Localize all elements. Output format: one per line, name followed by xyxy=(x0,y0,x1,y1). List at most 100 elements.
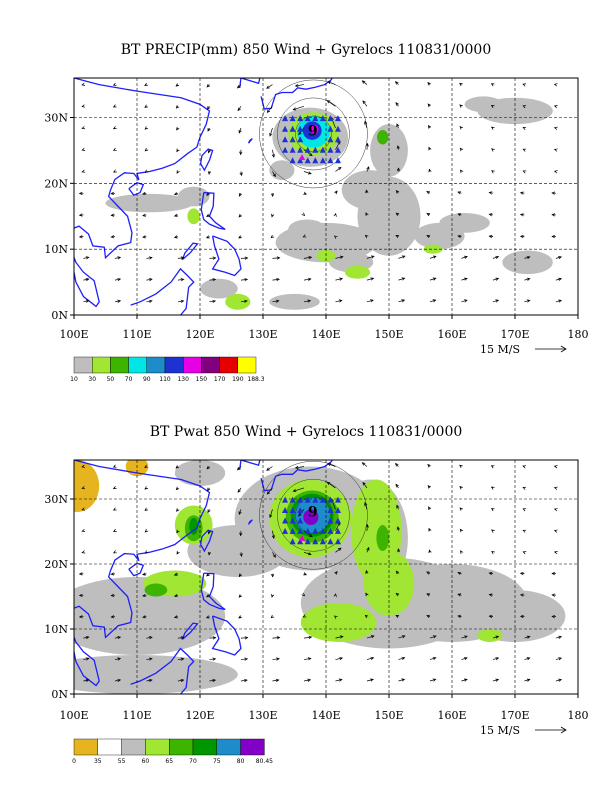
field-contour xyxy=(225,294,250,310)
wind-vector-head xyxy=(114,529,117,531)
coastline xyxy=(240,78,260,88)
y-tick-label: 20N xyxy=(44,177,68,190)
wind-vector-head xyxy=(492,171,495,174)
colorbar-label: 70 xyxy=(189,758,197,765)
x-tick-label: 170E xyxy=(500,328,529,341)
colorbar-swatch xyxy=(169,739,193,755)
x-tick-label: 100E xyxy=(59,709,88,722)
wind-vector-head xyxy=(555,127,558,130)
wind-vector-head xyxy=(271,235,274,238)
wind-vector-head xyxy=(145,148,148,151)
colorbar-label: 130 xyxy=(177,376,189,383)
x-tick-label: 120E xyxy=(185,328,214,341)
wind-vector-head xyxy=(555,508,558,511)
wind-vector-head xyxy=(523,487,526,489)
coastline xyxy=(249,139,253,144)
wind-vector xyxy=(327,101,335,107)
x-tick-label: 150E xyxy=(374,328,403,341)
field-contour xyxy=(288,220,326,240)
wind-vector-head xyxy=(523,149,526,151)
wind-vector-head xyxy=(460,551,463,554)
wind-vector-head xyxy=(114,508,117,510)
coastline xyxy=(240,460,260,470)
field-contour xyxy=(477,629,502,642)
y-tick-label: 10N xyxy=(44,243,68,256)
x-tick-label: 140E xyxy=(311,328,340,341)
colorbar-label: 170 xyxy=(214,376,226,383)
wind-vector-head xyxy=(523,552,526,554)
wind-vector-head xyxy=(114,105,117,107)
wind-vector-head xyxy=(114,170,117,172)
wind-vector-head xyxy=(303,192,306,194)
wind-vector-head xyxy=(555,530,558,533)
colorbar-label: 0 xyxy=(72,758,76,765)
y-tick-label: 0N xyxy=(51,309,68,322)
wind-vector-head xyxy=(302,213,305,216)
vector-reference-label: 15 M/S xyxy=(480,724,520,737)
colorbar-swatch xyxy=(74,357,92,373)
coastline xyxy=(129,563,143,575)
wind-vector-head xyxy=(82,105,85,108)
x-tick-label: 180 xyxy=(568,709,589,722)
field-contour xyxy=(439,213,489,233)
x-tick-label: 140E xyxy=(311,709,340,722)
coastline xyxy=(213,236,241,276)
wind-vector-head xyxy=(82,170,85,172)
colorbar-swatch xyxy=(183,357,201,373)
vector-reference-label: 15 M/S xyxy=(480,343,520,356)
wind-vector-head xyxy=(82,529,85,531)
colorbar-swatch xyxy=(122,739,146,755)
x-tick-label: 160E xyxy=(437,709,466,722)
wind-vector-head xyxy=(145,508,148,511)
wind-vector-head xyxy=(145,105,148,108)
wind-vector-head xyxy=(555,105,558,108)
wind-vector-head xyxy=(523,530,526,532)
colorbar-label: 90 xyxy=(143,376,151,383)
wind-vector-head xyxy=(177,551,179,554)
field-contour xyxy=(380,210,412,250)
coastline xyxy=(129,183,143,196)
map-area: 9 xyxy=(70,78,578,318)
wind-vector-head xyxy=(114,486,117,488)
colorbar-label: 190 xyxy=(232,376,244,383)
wind-vector-head xyxy=(492,149,495,152)
wind-vector-head xyxy=(555,171,558,174)
colorbar-label: 50 xyxy=(107,376,115,383)
field-contour xyxy=(301,603,377,642)
colorbar-label: 70 xyxy=(125,376,133,383)
wind-vector-head xyxy=(145,486,148,489)
wind-vector-head xyxy=(82,551,85,553)
wind-vector-head xyxy=(491,84,494,86)
colorbar-swatch xyxy=(165,357,183,373)
colorbar-swatch xyxy=(238,357,256,373)
colorbar-swatch xyxy=(193,739,217,755)
wind-vector-head xyxy=(82,126,85,128)
wind-vector-head xyxy=(114,551,117,553)
panel-2: BT Pwat 850 Wind + Gyrelocs 110831/0000 9… xyxy=(36,424,588,765)
wind-vector-head xyxy=(523,466,526,468)
wind-vector-head xyxy=(460,529,463,532)
wind-vector-head xyxy=(491,466,494,468)
wind-vector-head xyxy=(114,465,117,467)
panel-1: BT PRECIP(mm) 850 Wind + Gyrelocs 110831… xyxy=(44,42,588,383)
storm-symbol: 9 xyxy=(308,505,318,521)
x-tick-label: 100E xyxy=(59,328,88,341)
colorbar-swatch xyxy=(98,739,122,755)
x-tick-label: 110E xyxy=(122,328,151,341)
field-contour xyxy=(377,130,388,144)
wind-vector-head xyxy=(82,83,85,86)
colorbar-swatch xyxy=(201,357,219,373)
y-tick-label: 30N xyxy=(44,112,68,125)
x-tick-label: 130E xyxy=(248,709,277,722)
wind-vector-head xyxy=(303,572,306,574)
wind-vector-head xyxy=(523,127,526,129)
wind-vector-head xyxy=(145,529,148,532)
field-contour xyxy=(502,250,552,274)
wind-vector-head xyxy=(114,148,117,150)
panel-title: BT PRECIP(mm) 850 Wind + Gyrelocs 110831… xyxy=(121,42,492,58)
panel-title: BT Pwat 850 Wind + Gyrelocs 110831/0000 xyxy=(150,424,463,440)
wind-vector-head xyxy=(492,530,495,533)
colorbar-label: 110 xyxy=(159,376,171,383)
